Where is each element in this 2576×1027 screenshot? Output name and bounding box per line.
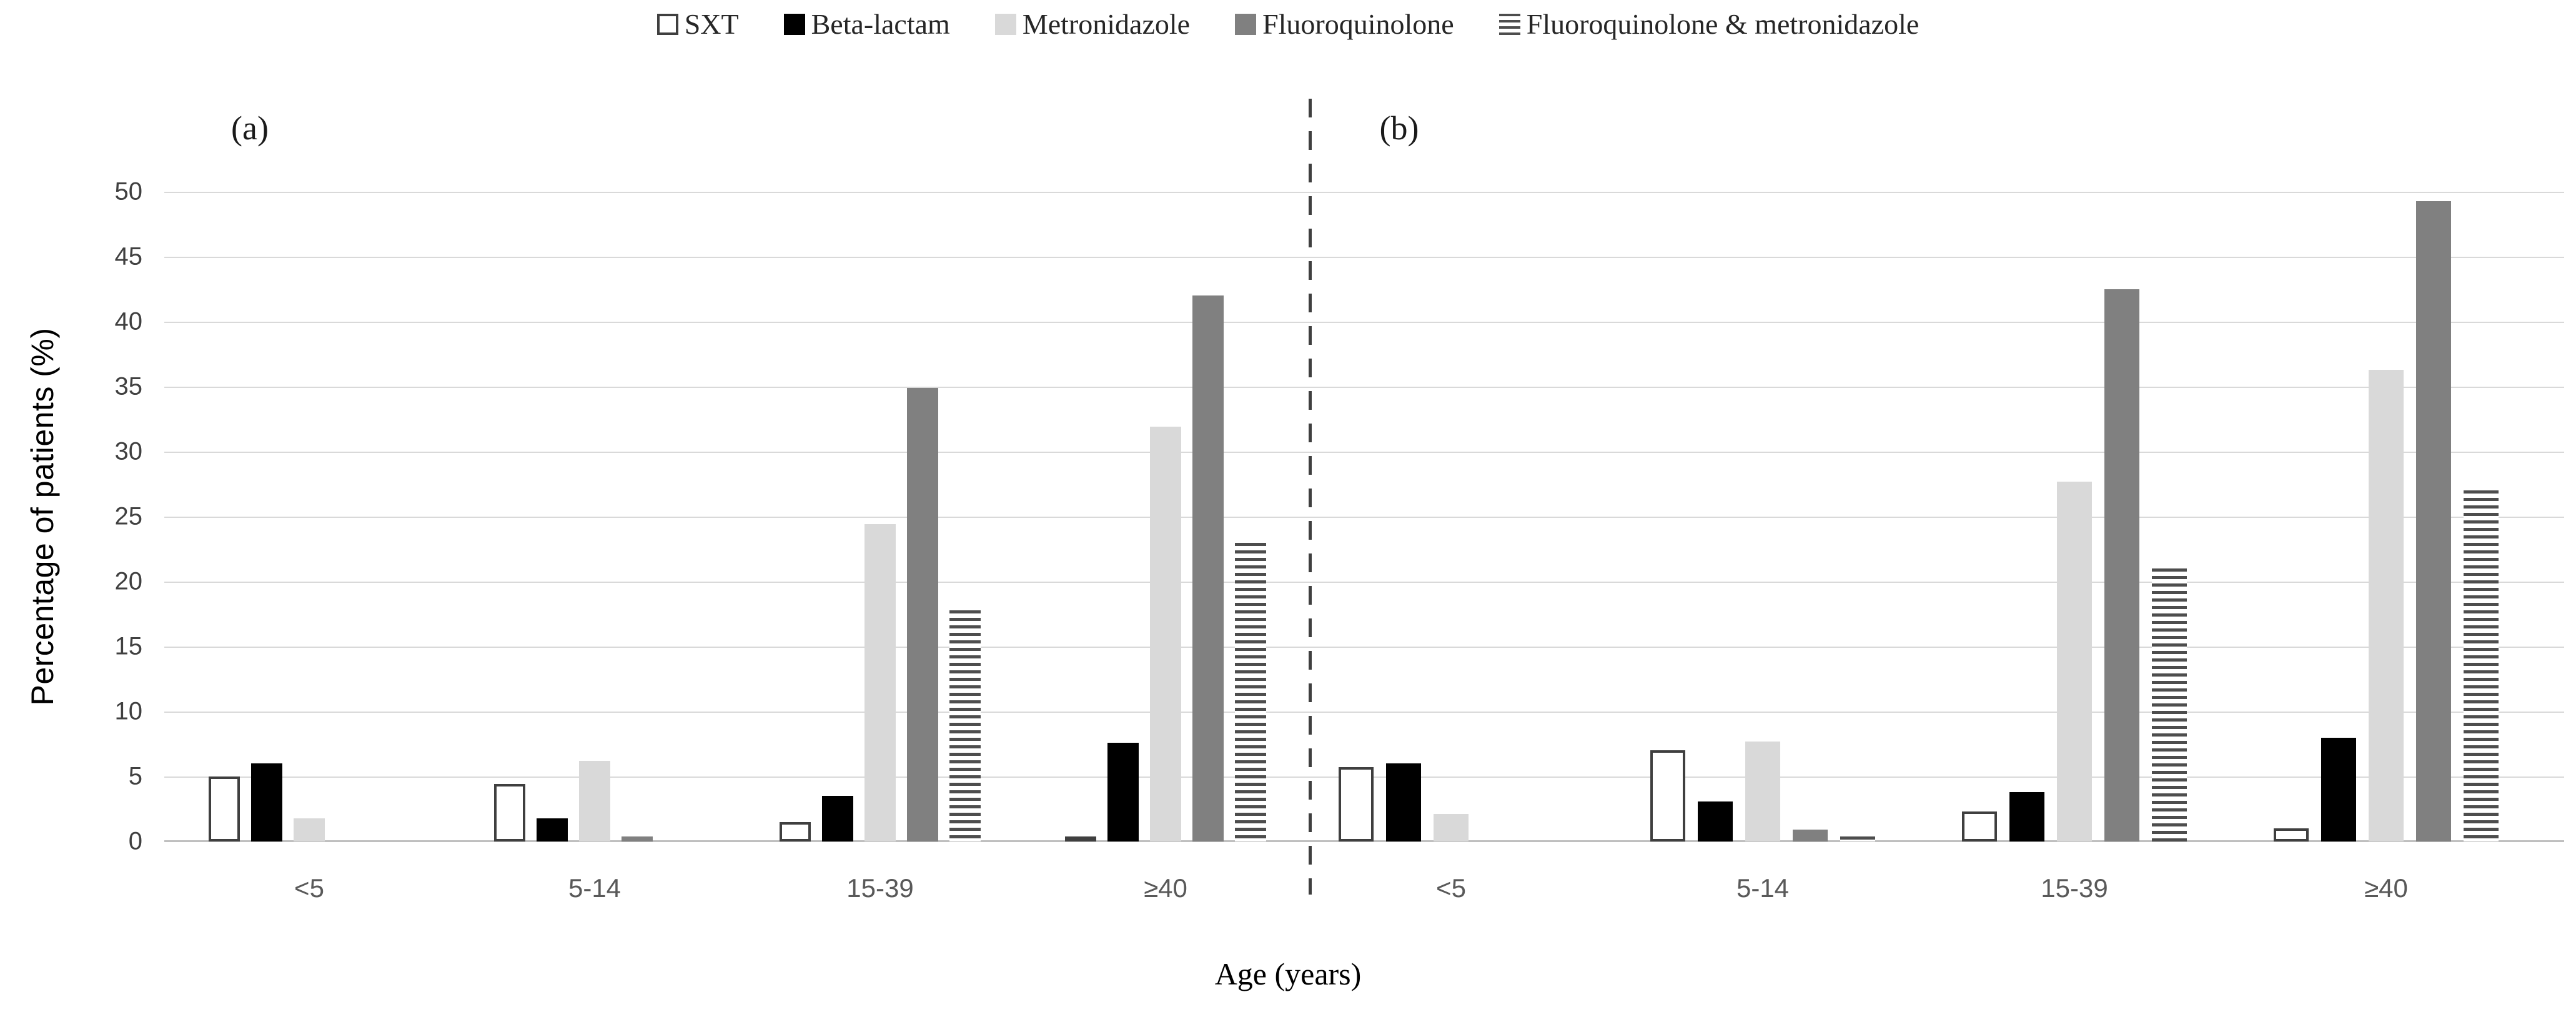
y-tick-label-0: 0 (128, 827, 142, 855)
y-tick-label-25: 25 (114, 502, 143, 530)
plot-area (164, 192, 2564, 842)
bar-b-5-14-Metronidazole (1745, 741, 1780, 841)
bar-b-15-39-Fluoroquinolone & metronidazole (2152, 568, 2187, 841)
legend-item-metronidazole: Metronidazole (994, 7, 1191, 41)
bar-a-15-39-Metronidazole (864, 524, 896, 841)
legend-item-sxt: SXT (656, 7, 739, 41)
bar-b-5-14-Fluoroquinolone & metronidazole (1840, 836, 1875, 841)
metronidazole-swatch-icon (994, 13, 1016, 35)
x-category-label: 5-14 (1736, 873, 1790, 903)
legend-label: Metronidazole (1022, 8, 1191, 40)
x-axis-title: Age (years) (1214, 956, 1362, 991)
bar-b-5-14-Fluoroquinolone (1793, 830, 1828, 841)
bar-a-<5-Beta-lactam (251, 763, 282, 841)
bar-a-15-39-Fluoroquinolone (907, 388, 938, 841)
gridline-40 (164, 322, 2564, 323)
gridline-20 (164, 582, 2564, 583)
legend-label: Fluoroquinolone & metronidazole (1526, 8, 1920, 40)
bar-a-≥40-SXT (1065, 836, 1096, 841)
legend-label: SXT (684, 8, 739, 40)
fluoroquinolone-swatch-icon (1235, 13, 1257, 35)
panel-a-label: (a) (231, 109, 269, 147)
y-tick-label-10: 10 (114, 697, 143, 725)
bar-b-15-39-SXT (1962, 811, 1997, 841)
y-tick-label-15: 15 (114, 632, 143, 660)
gridline-35 (164, 387, 2564, 388)
x-category-label: 15-39 (2041, 873, 2108, 903)
y-tick-label-50: 50 (114, 177, 143, 206)
sxt-swatch-icon (656, 13, 678, 35)
y-tick-label-35: 35 (114, 372, 143, 400)
bar-b-<5-Beta-lactam (1386, 763, 1421, 841)
panel-divider-dashed-line (1309, 99, 1312, 895)
gridline-30 (164, 452, 2564, 453)
bar-a-5-14-SXT (494, 784, 525, 841)
bar-b-<5-SXT (1339, 767, 1374, 841)
bar-b-≥40-SXT (2274, 828, 2309, 841)
bar-a-5-14-Fluoroquinolone (622, 836, 653, 841)
bar-b-5-14-SXT (1650, 750, 1685, 841)
gridline-45 (164, 257, 2564, 258)
bar-b-15-39-Beta-lactam (2009, 791, 2044, 841)
bar-b-≥40-Metronidazole (2369, 369, 2404, 841)
bar-b-15-39-Fluoroquinolone (2104, 289, 2139, 841)
bar-a-<5-Metronidazole (294, 818, 325, 841)
x-category-label: 5-14 (568, 873, 622, 903)
gridline-10 (164, 712, 2564, 713)
bar-a-≥40-Fluoroquinolone & metronidazole (1235, 542, 1266, 841)
bar-b-≥40-Fluoroquinolone (2416, 201, 2451, 841)
bar-b-15-39-Metronidazole (2057, 481, 2092, 841)
bar-a-≥40-Metronidazole (1150, 427, 1181, 841)
bar-b-≥40-Beta-lactam (2321, 737, 2356, 841)
legend-label: Fluoroquinolone (1262, 8, 1454, 40)
legend-item-fluoroquinolone: Fluoroquinolone (1235, 7, 1454, 41)
y-tick-label-40: 40 (114, 307, 143, 335)
bar-a-5-14-Beta-lactam (537, 818, 568, 841)
bar-a-15-39-SXT (780, 821, 811, 841)
bar-b-<5-Metronidazole (1434, 814, 1469, 841)
x-category-label: 15-39 (846, 873, 914, 903)
legend-item-fluoro-metro-stripes: Fluoroquinolone & metronidazole (1499, 7, 1920, 41)
x-category-label: <5 (1436, 873, 1466, 903)
bar-b-≥40-Fluoroquinolone & metronidazole (2464, 490, 2499, 841)
y-tick-label-5: 5 (128, 762, 142, 790)
bar-a-<5-SXT (209, 776, 240, 841)
x-category-label: ≥40 (1144, 873, 1187, 903)
y-tick-label-45: 45 (114, 242, 143, 270)
beta-lactam-swatch-icon (783, 13, 805, 35)
bar-a-5-14-Metronidazole (579, 761, 610, 841)
x-category-label: <5 (294, 873, 324, 903)
panel-b-label: (b) (1379, 109, 1419, 147)
y-tick-label-30: 30 (114, 437, 143, 465)
bar-a-15-39-Fluoroquinolone & metronidazole (949, 610, 981, 841)
gridline-15 (164, 647, 2564, 648)
y-tick-label-20: 20 (114, 567, 143, 595)
bar-a-≥40-Beta-lactam (1107, 742, 1139, 841)
legend-label: Beta-lactam (811, 8, 950, 40)
fluoro-metro-stripes-swatch-icon (1499, 13, 1520, 35)
bar-b-5-14-Beta-lactam (1698, 801, 1733, 841)
bar-a-15-39-Beta-lactam (822, 796, 853, 841)
x-category-label: ≥40 (2364, 873, 2408, 903)
bar-a-≥40-Fluoroquinolone (1192, 295, 1224, 841)
gridline-25 (164, 517, 2564, 518)
chart-legend: SXT Beta-lactam Metronidazole Fluoroquinolo… (0, 7, 2576, 41)
legend-item-beta-lactam: Beta-lactam (783, 7, 950, 41)
gridline-50 (164, 192, 2564, 193)
